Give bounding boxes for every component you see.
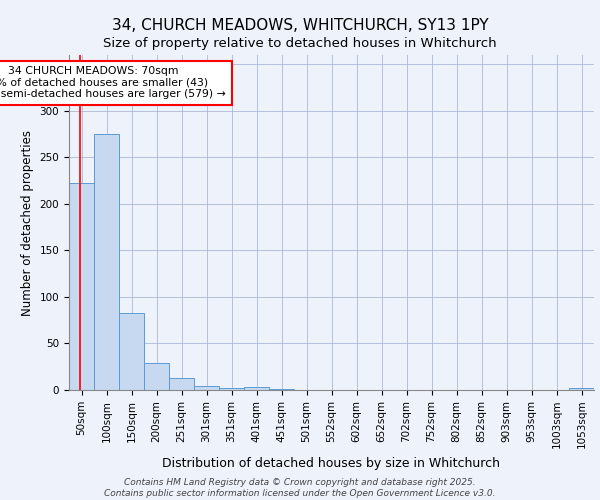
Text: Size of property relative to detached houses in Whitchurch: Size of property relative to detached ho… xyxy=(103,38,497,51)
Bar xyxy=(69,184,94,390)
Bar xyxy=(169,378,194,390)
Bar xyxy=(194,386,219,390)
X-axis label: Distribution of detached houses by size in Whitchurch: Distribution of detached houses by size … xyxy=(163,456,500,469)
Bar xyxy=(244,387,269,390)
Bar xyxy=(569,388,594,390)
Text: 34 CHURCH MEADOWS: 70sqm
← 7% of detached houses are smaller (43)
93% of semi-de: 34 CHURCH MEADOWS: 70sqm ← 7% of detache… xyxy=(0,66,226,100)
Text: Contains HM Land Registry data © Crown copyright and database right 2025.
Contai: Contains HM Land Registry data © Crown c… xyxy=(104,478,496,498)
Text: 34, CHURCH MEADOWS, WHITCHURCH, SY13 1PY: 34, CHURCH MEADOWS, WHITCHURCH, SY13 1PY xyxy=(112,18,488,32)
Bar xyxy=(119,313,144,390)
Bar xyxy=(94,134,119,390)
Y-axis label: Number of detached properties: Number of detached properties xyxy=(21,130,34,316)
Bar xyxy=(269,389,294,390)
Bar xyxy=(219,388,244,390)
Bar xyxy=(144,363,169,390)
